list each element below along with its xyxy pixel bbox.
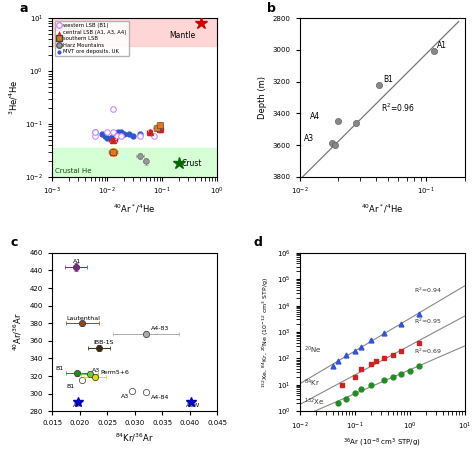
Bar (52, 18, 217, 46)
Y-axis label: $^{132}$Xe, $^{84}$Kr, $^{20}$Ne (10$^{-12}$ cm$^3$ STP/g): $^{132}$Xe, $^{84}$Kr, $^{20}$Ne (10$^{-… (261, 276, 271, 388)
Text: A4: A4 (310, 112, 320, 121)
Text: Lautenthal: Lautenthal (66, 316, 100, 321)
Text: R$^2$=0.94: R$^2$=0.94 (414, 286, 442, 295)
Text: A3: A3 (304, 134, 314, 143)
Text: B1: B1 (383, 75, 392, 85)
Text: A1: A1 (437, 42, 447, 50)
Text: Crustal He: Crustal He (55, 168, 92, 174)
Text: b: b (266, 2, 275, 15)
Text: Perm5+6: Perm5+6 (100, 370, 129, 375)
Text: R$^2$=0.96: R$^2$=0.96 (381, 101, 415, 114)
Text: d: d (254, 236, 262, 250)
Text: A1: A1 (73, 259, 81, 264)
Y-axis label: Depth (m): Depth (m) (258, 76, 267, 119)
Legend: western LSB (B1), central LSB (A1, A3, A4), southern LSB, Harz Mountains, MVT or: western LSB (B1), central LSB (A1, A3, A… (55, 21, 129, 57)
X-axis label: $^{40}$Ar$^*$/$^4$He: $^{40}$Ar$^*$/$^4$He (113, 202, 156, 215)
Text: Air: Air (73, 403, 81, 408)
Text: A4-83: A4-83 (151, 326, 170, 331)
Bar (52, 148, 217, 177)
Text: ASW: ASW (186, 403, 200, 408)
X-axis label: $^{84}$Kr/$^{36}$Ar: $^{84}$Kr/$^{36}$Ar (115, 432, 154, 444)
Text: Crust: Crust (182, 159, 202, 168)
Text: R$^2$=0.95: R$^2$=0.95 (414, 317, 442, 326)
Text: A3: A3 (92, 368, 100, 372)
Text: A3: A3 (121, 394, 129, 399)
Text: a: a (19, 2, 27, 15)
Text: Mantle He: Mantle He (55, 27, 91, 33)
Text: A4-84: A4-84 (151, 395, 170, 400)
X-axis label: $^{36}$Ar (10$^{-8}$ cm$^3$ STP/g): $^{36}$Ar (10$^{-8}$ cm$^3$ STP/g) (343, 437, 421, 450)
Y-axis label: $^3$He/$^4$He: $^3$He/$^4$He (8, 80, 20, 115)
Text: $^{84}$Kr: $^{84}$Kr (304, 377, 320, 389)
Text: IBB-1S: IBB-1S (93, 340, 114, 345)
Text: R$^2$=0.69: R$^2$=0.69 (414, 347, 442, 356)
X-axis label: $^{40}$Ar$^*$/$^4$He: $^{40}$Ar$^*$/$^4$He (361, 202, 403, 215)
Text: c: c (11, 236, 18, 250)
Text: $^{20}$Ne: $^{20}$Ne (304, 345, 321, 356)
Text: Mantle: Mantle (170, 31, 196, 40)
Text: B1: B1 (55, 366, 63, 371)
Y-axis label: $^{40}$Ar/$^{36}$Ar: $^{40}$Ar/$^{36}$Ar (12, 313, 24, 351)
Text: B1: B1 (66, 383, 74, 388)
Text: $^{132}$Xe: $^{132}$Xe (304, 397, 324, 408)
